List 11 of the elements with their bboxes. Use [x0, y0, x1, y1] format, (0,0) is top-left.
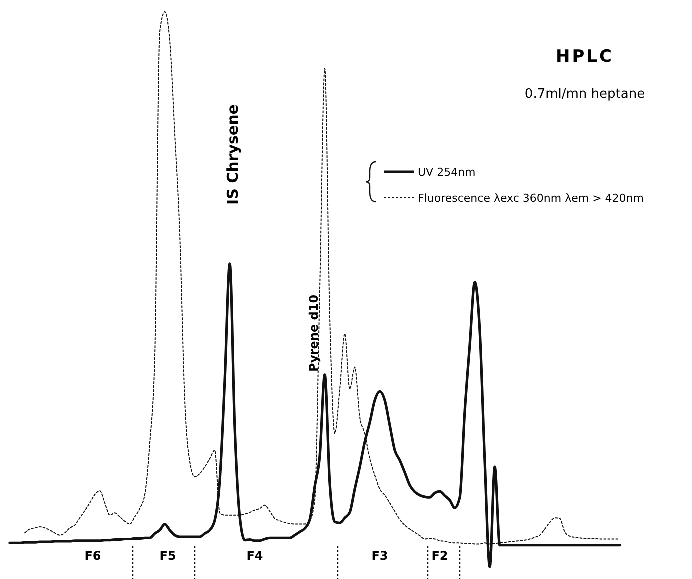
annotation: Pyrene d10 — [307, 294, 321, 372]
annotation: F5 — [160, 549, 176, 563]
annotation: IS Chrysene — [224, 104, 242, 205]
annotation: F4 — [246, 549, 264, 563]
annotation: F2 — [432, 549, 448, 563]
legend-label: Fluorescence λexc 360nm λem > 420nm — [418, 192, 644, 205]
legend-label: UV 254nm — [418, 166, 476, 179]
text: 0.7ml/mn heptane — [524, 87, 646, 102]
annotation: F6 — [84, 549, 102, 563]
annotation: F3 — [372, 549, 388, 563]
text: HPLC — [556, 47, 614, 67]
